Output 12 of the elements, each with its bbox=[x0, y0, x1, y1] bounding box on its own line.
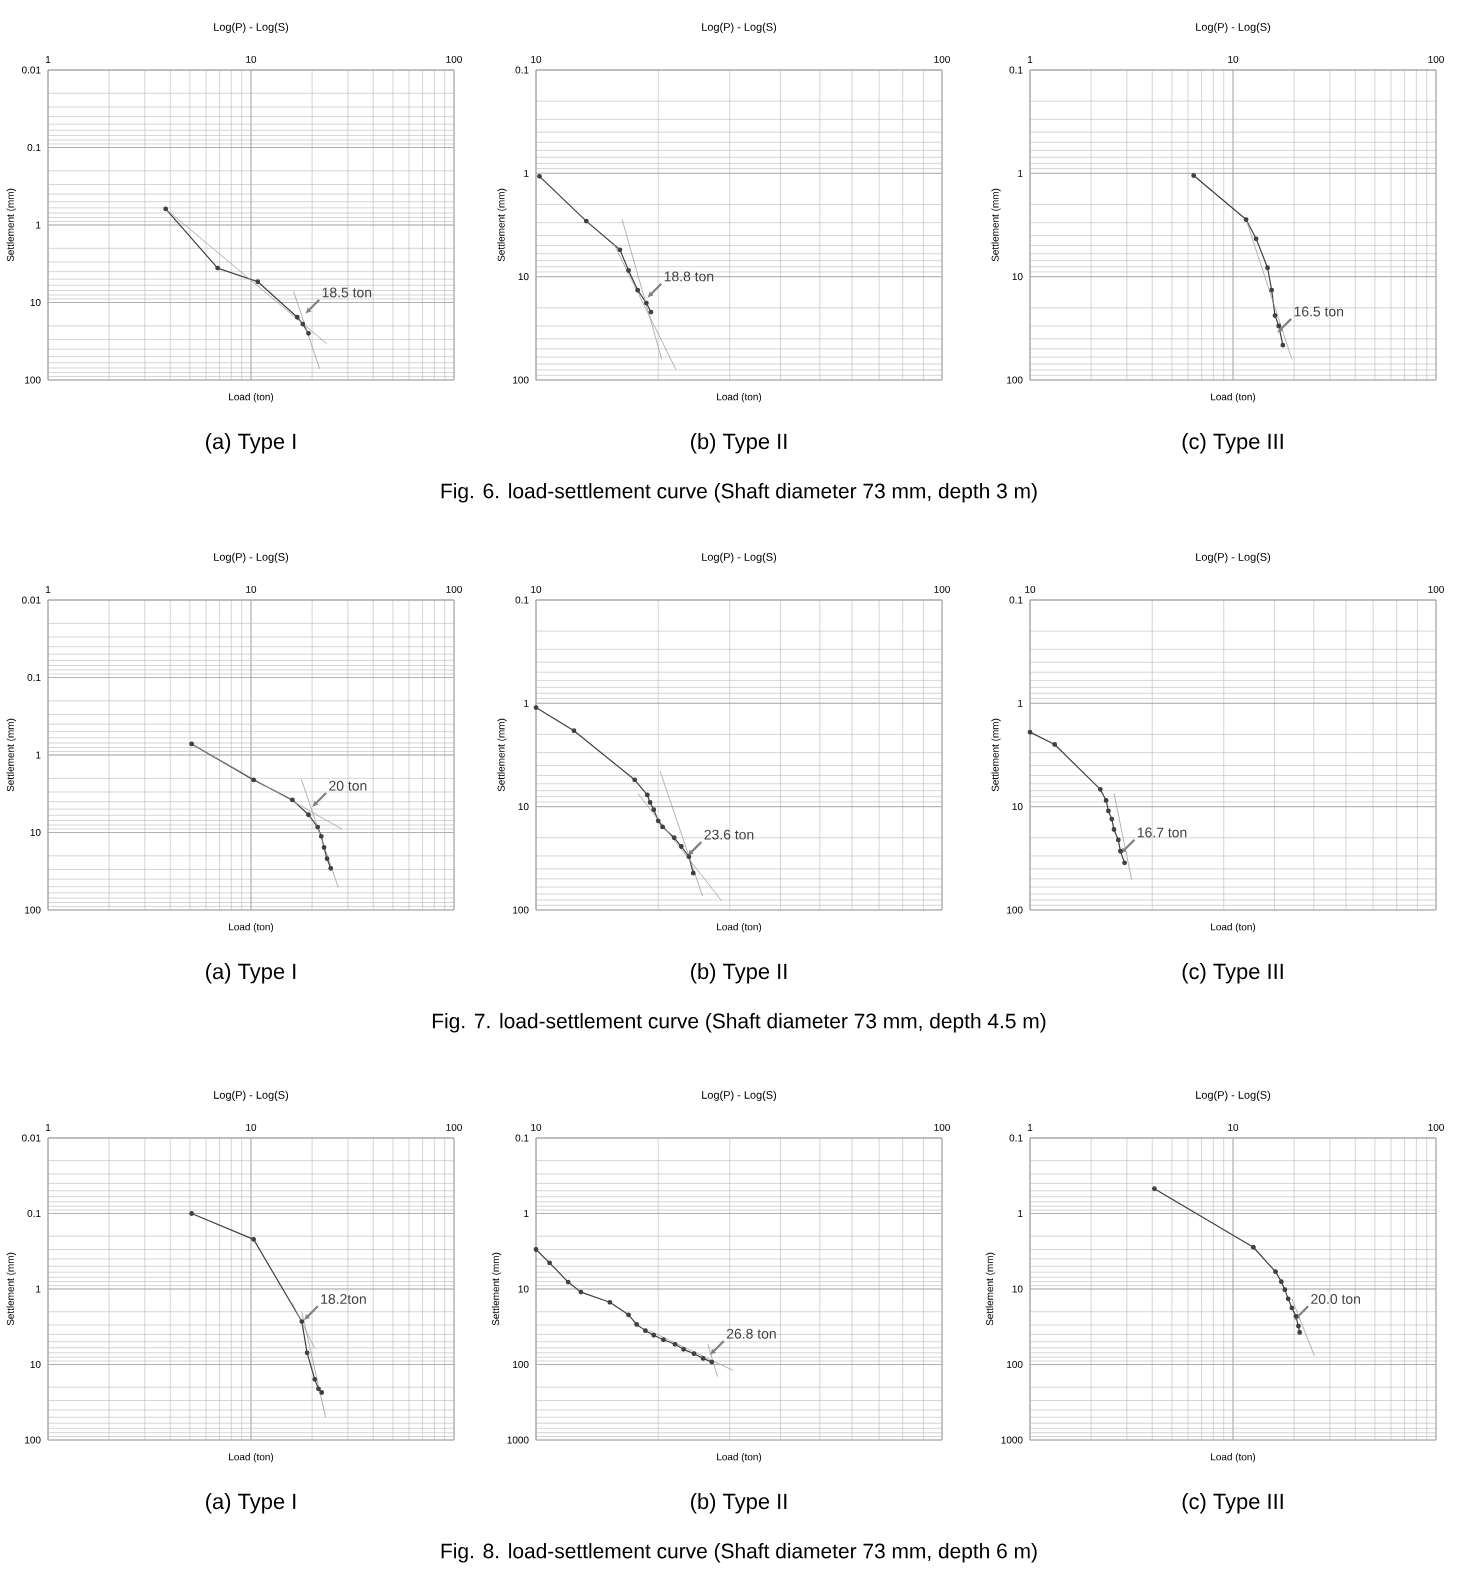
text: (c) Type III bbox=[1182, 1493, 1283, 1514]
caption: Fig. 7. load-settlement curve (Shaft diameter 73 mm, depth 4.5 m) bbox=[432, 1013, 1046, 1033]
text: (b) Type II bbox=[691, 963, 787, 984]
caption: Fig. 6. load-settlement curve (Shaft diameter 73 mm, depth 3 m) bbox=[441, 483, 1037, 503]
text: (c) Type III bbox=[1182, 963, 1283, 984]
text: (c) Type III bbox=[1182, 433, 1283, 454]
text: (b) Type II bbox=[691, 433, 787, 454]
text: (a) Type I bbox=[206, 1493, 296, 1514]
text: (a) Type I bbox=[206, 963, 296, 984]
text: (b) Type II bbox=[691, 1493, 787, 1514]
text: (a) Type I bbox=[206, 433, 296, 454]
caption: Fig. 8. load-settlement curve (Shaft diameter 73 mm, depth 6 m) bbox=[441, 1543, 1037, 1563]
